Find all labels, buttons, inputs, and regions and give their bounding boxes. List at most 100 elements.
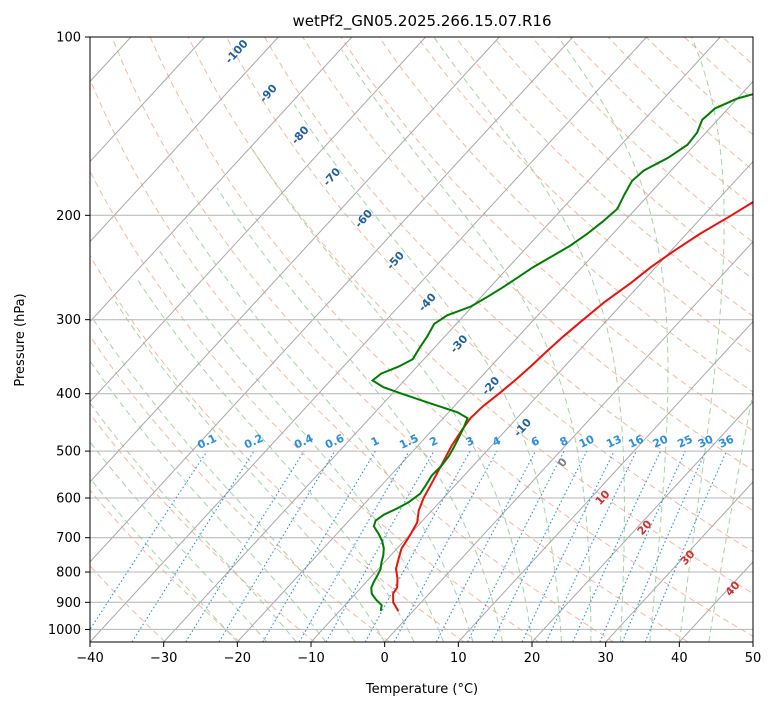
mixing-ratio-line [491,450,588,642]
moist-adiabat-line [135,277,415,642]
moist-adiabat-line [341,49,592,642]
mixing-ratio-label: 0.2 [242,432,265,452]
dry-adiabat-line [90,565,166,642]
isotherm-line [90,37,574,563]
y-tick-label: 100 [56,31,81,46]
mixing-ratio-label: 16 [626,432,646,450]
x-tick-label: 10 [450,651,467,666]
mixing-ratio-line [644,450,728,642]
mixing-ratio-line [364,450,471,642]
dry-adiabat-line [683,37,753,101]
isotherm-line [236,80,753,642]
line-labels: -100-90-80-70-60-50-40-30-20-100.1 0.2 0.4… [195,37,742,599]
mixing-ratio-line [599,450,686,642]
dry-adiabat-label: -100 [223,37,251,66]
mixing-ratio-label: 36 [717,432,737,450]
isotherm-line [90,37,279,243]
dry-adiabat-line [187,37,753,595]
dry-adiabat-label: -70 [320,165,343,189]
moist-adiabat-line [216,187,503,642]
dry-adiabat-line [90,489,241,642]
dry-adiabat-line [761,37,775,642]
dry-adiabat-line [264,37,753,512]
moist-adiabat-line [90,441,268,642]
mixing-ratio-line [545,450,637,642]
isotherm-line [90,37,500,483]
y-tick-label: 400 [56,387,81,402]
y-tick-label: 500 [56,445,81,460]
dry-adiabat-line [90,78,614,642]
dry-adiabat-line [302,37,753,471]
dry-adiabat-line [531,37,753,243]
dry-adiabat-line [416,37,753,355]
dry-adiabat-line [340,37,753,432]
isotherm-line [90,37,353,323]
mixing-ratio-label: 10 [577,432,597,450]
moist-adiabat-line [678,37,725,642]
x-axis-label: Temperature (°C) [365,682,478,697]
mixing-ratio-label: 1 [369,434,381,449]
y-tick-label: 1000 [48,623,81,638]
dry-adiabat-label: -30 [448,332,471,356]
y-tick-label: 800 [56,566,81,581]
moist-adiabat-line [90,360,327,642]
y-tick-label: 600 [56,492,81,507]
mixing-ratio-line [185,450,305,642]
y-axis-label: Pressure (hPa) [13,293,28,386]
isotherm-line [310,160,753,642]
isotherm-line [163,37,721,642]
moist-adiabat-line [186,221,474,642]
y-tick-label: 700 [56,531,81,546]
mixing-ratio-label: 6 [529,434,542,449]
mixing-ratio-line [467,450,565,642]
mixing-ratio-label: 30 [696,432,716,450]
moist-adiabat-line [159,251,445,642]
isotherm-line [605,481,753,642]
mixing-ratio-label: 13 [604,433,623,451]
temperature-line [392,200,753,612]
moist-adiabat-line [90,402,297,642]
mixing-ratio-line [572,450,662,642]
dry-adiabat-line [90,335,390,642]
mixing-ratio-line [621,450,707,642]
moist-adiabat-label: 30 [678,547,698,567]
isotherm-line [678,561,753,642]
mixing-ratio-line [131,450,255,642]
dry-adiabat-line [111,37,689,642]
moist-adiabat-label: 40 [723,578,743,598]
mixing-ratio-label: 4 [490,434,503,449]
moist-adiabat-line [93,319,356,642]
x-tick-label: −30 [150,651,177,666]
chart-title: wetPf2_GN05.2025.266.15.07.R16 [292,12,551,31]
isotherm-line [90,37,205,163]
dry-adiabat-line [90,170,540,642]
moist-adiabat-line [708,389,753,642]
x-tick-label: −20 [224,651,251,666]
isotherm-line [384,240,753,642]
moist-adiabat-line [114,301,386,642]
y-tick-label: 200 [56,209,81,224]
mixing-ratio-line [521,450,615,642]
x-tick-label: −10 [297,651,324,666]
dry-adiabat-label: -50 [384,249,407,273]
dry-adiabat-label: -80 [289,123,312,147]
dry-adiabat-line [225,37,753,553]
x-axis-ticks: −40 −30 −20 −10 0 10 20 30 40 50 [76,642,761,666]
mixing-ratio-label: 1.5 [397,432,420,452]
y-tick-label: 900 [56,596,81,611]
isotherm-line [0,37,57,642]
mixing-ratio-label: 0.1 [195,432,218,452]
x-tick-label: 40 [671,651,688,666]
isotherm-line [752,641,753,642]
mixing-ratio-line [325,450,435,642]
dry-adiabat-line [722,37,753,66]
mixing-ratio-label: 8 [558,434,570,449]
dry-adiabat-label: -60 [352,207,375,231]
background-lines [0,37,775,642]
mixing-ratio-line [435,450,537,642]
dry-adiabat-line [378,37,753,393]
x-tick-label: 0 [381,651,389,666]
moist-adiabat-line [433,37,625,642]
x-tick-label: 30 [597,651,614,666]
